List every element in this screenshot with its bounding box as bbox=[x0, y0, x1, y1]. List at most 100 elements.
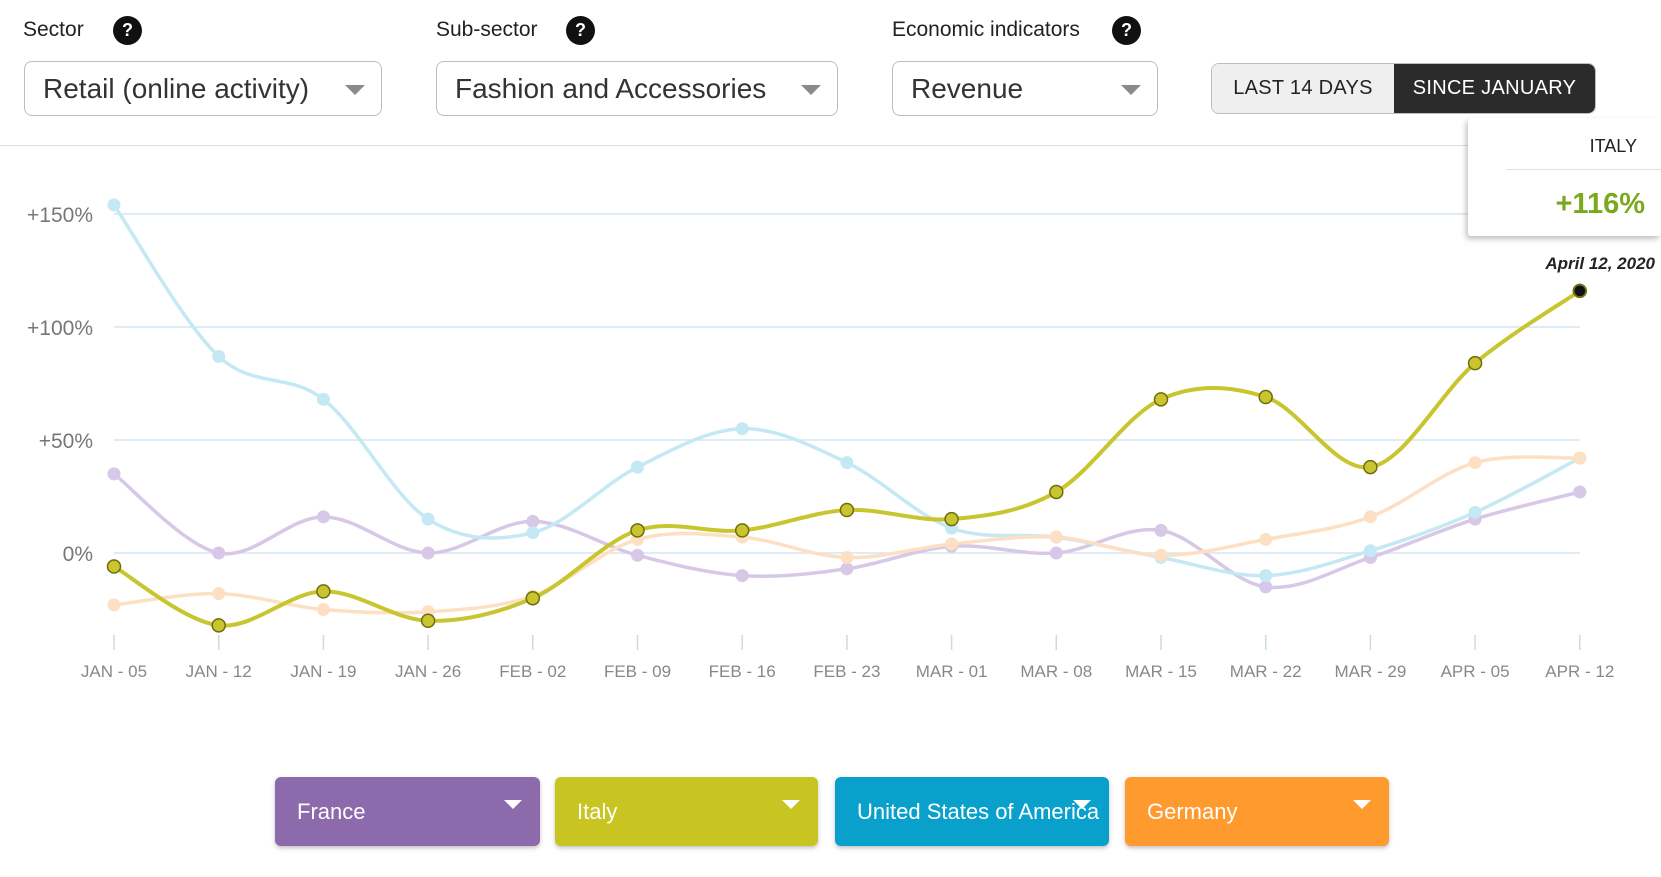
sector-label: Sector bbox=[23, 18, 84, 41]
data-point bbox=[840, 551, 854, 565]
data-point bbox=[1363, 544, 1377, 558]
x-tick-label: APR - 12 bbox=[1545, 662, 1614, 681]
data-point bbox=[211, 618, 226, 633]
grid-lines bbox=[114, 213, 1580, 554]
data-point bbox=[840, 562, 854, 576]
series-united-states-of-america bbox=[107, 198, 1587, 583]
data-point bbox=[840, 456, 854, 470]
data-point bbox=[631, 460, 644, 474]
data-point bbox=[1049, 546, 1063, 560]
data-point bbox=[734, 523, 750, 538]
range-last-14-days-button[interactable]: LAST 14 DAYS bbox=[1212, 64, 1394, 113]
data-point bbox=[1259, 580, 1273, 594]
series-line bbox=[112, 288, 1582, 628]
series-line bbox=[112, 455, 1582, 615]
data-point bbox=[526, 514, 540, 528]
data-point bbox=[107, 467, 121, 481]
data-point bbox=[1259, 569, 1273, 583]
tooltip-value: +116% bbox=[1555, 188, 1645, 220]
chevron-down-icon bbox=[1121, 85, 1141, 95]
indicator-label: Economic indicators bbox=[892, 18, 1080, 41]
country-select-germany[interactable]: Germany bbox=[1125, 777, 1389, 846]
data-point bbox=[1363, 510, 1377, 524]
data-point bbox=[1258, 389, 1273, 405]
series-line bbox=[112, 203, 1582, 578]
indicator-help-icon[interactable]: ? bbox=[1112, 16, 1141, 45]
x-tick-label: FEB - 16 bbox=[709, 662, 776, 681]
chevron-down-icon bbox=[1353, 800, 1371, 809]
data-point bbox=[735, 569, 749, 583]
x-tick-label: JAN - 26 bbox=[395, 662, 461, 681]
data-point bbox=[420, 613, 436, 629]
y-axis-labels: 0% +50% +100% +150% bbox=[27, 204, 93, 566]
country-select-label: Italy bbox=[577, 798, 618, 824]
range-toggle: LAST 14 DAYS SINCE JANUARY bbox=[1211, 63, 1596, 114]
x-tick-label: MAR - 01 bbox=[916, 662, 988, 681]
subsector-select[interactable]: Fashion and Accessories bbox=[436, 61, 838, 116]
data-point bbox=[526, 526, 540, 540]
data-point bbox=[212, 349, 226, 363]
x-tick-label: MAR - 22 bbox=[1230, 662, 1302, 681]
y-tick-label: 0% bbox=[63, 543, 93, 566]
data-point bbox=[1467, 355, 1483, 371]
country-select-france[interactable]: France bbox=[275, 777, 540, 846]
country-select-label: Germany bbox=[1147, 798, 1238, 824]
sector-select-value: Retail (online activity) bbox=[43, 72, 310, 104]
data-point bbox=[316, 510, 330, 524]
x-tick-label: JAN - 19 bbox=[290, 662, 356, 681]
data-point bbox=[630, 523, 645, 538]
y-tick-label: +100% bbox=[27, 317, 93, 340]
country-select-usa[interactable]: United States of America bbox=[835, 777, 1109, 846]
data-point bbox=[316, 584, 331, 599]
data-point bbox=[735, 422, 749, 436]
data-point bbox=[1153, 392, 1169, 407]
chart-tooltip: ITALY +116% bbox=[1468, 118, 1661, 236]
subsector-label: Sub-sector bbox=[436, 18, 538, 41]
data-point bbox=[316, 603, 330, 616]
data-point bbox=[1468, 456, 1482, 470]
chevron-down-icon bbox=[504, 800, 522, 809]
hover-marker-dot bbox=[1574, 285, 1586, 297]
data-point bbox=[1468, 505, 1482, 519]
tooltip-country: ITALY bbox=[1589, 136, 1637, 156]
y-tick-label: +50% bbox=[39, 430, 93, 453]
data-point bbox=[945, 537, 959, 551]
x-axis: JAN - 05 JAN - 12 JAN - 19 JAN - 26 FEB - 02… bbox=[81, 635, 1614, 681]
data-point bbox=[944, 511, 959, 527]
hover-date-label: April 12, 2020 bbox=[1545, 254, 1655, 273]
indicator-select[interactable]: Revenue bbox=[892, 61, 1158, 116]
data-point bbox=[107, 598, 121, 612]
sector-select[interactable]: Retail (online activity) bbox=[24, 61, 382, 116]
range-since-january-button[interactable]: SINCE JANUARY bbox=[1394, 64, 1595, 113]
data-point bbox=[1363, 459, 1378, 475]
data-point bbox=[1049, 530, 1063, 544]
data-point bbox=[1573, 451, 1587, 465]
data-point bbox=[212, 546, 226, 560]
chevron-down-icon bbox=[801, 85, 821, 95]
x-tick-label: MAR - 29 bbox=[1335, 662, 1407, 681]
country-select-italy[interactable]: Italy bbox=[555, 777, 818, 846]
x-tick-label: FEB - 02 bbox=[499, 662, 566, 681]
data-point bbox=[421, 546, 435, 560]
x-tick-label: JAN - 12 bbox=[186, 662, 252, 681]
x-tick-label: MAR - 08 bbox=[1020, 662, 1092, 681]
x-tick-label: FEB - 23 bbox=[813, 662, 880, 681]
country-select-label: France bbox=[297, 798, 366, 824]
series-france bbox=[107, 467, 1587, 594]
data-point bbox=[839, 502, 855, 518]
data-point bbox=[1154, 523, 1168, 537]
chevron-down-icon bbox=[1073, 800, 1091, 809]
data-point bbox=[421, 512, 435, 526]
data-point bbox=[1154, 548, 1168, 562]
data-point bbox=[106, 559, 122, 574]
subsector-help-icon[interactable]: ? bbox=[566, 16, 595, 45]
data-point bbox=[1573, 485, 1587, 499]
x-tick-label: JAN - 05 bbox=[81, 662, 147, 681]
sector-help-icon[interactable]: ? bbox=[113, 16, 142, 45]
tooltip-divider bbox=[1506, 169, 1661, 170]
x-tick-label: FEB - 09 bbox=[604, 662, 671, 681]
chevron-down-icon bbox=[345, 85, 365, 95]
country-select-label: United States of America bbox=[857, 798, 1100, 824]
data-point bbox=[107, 198, 121, 212]
data-point bbox=[1049, 484, 1064, 500]
